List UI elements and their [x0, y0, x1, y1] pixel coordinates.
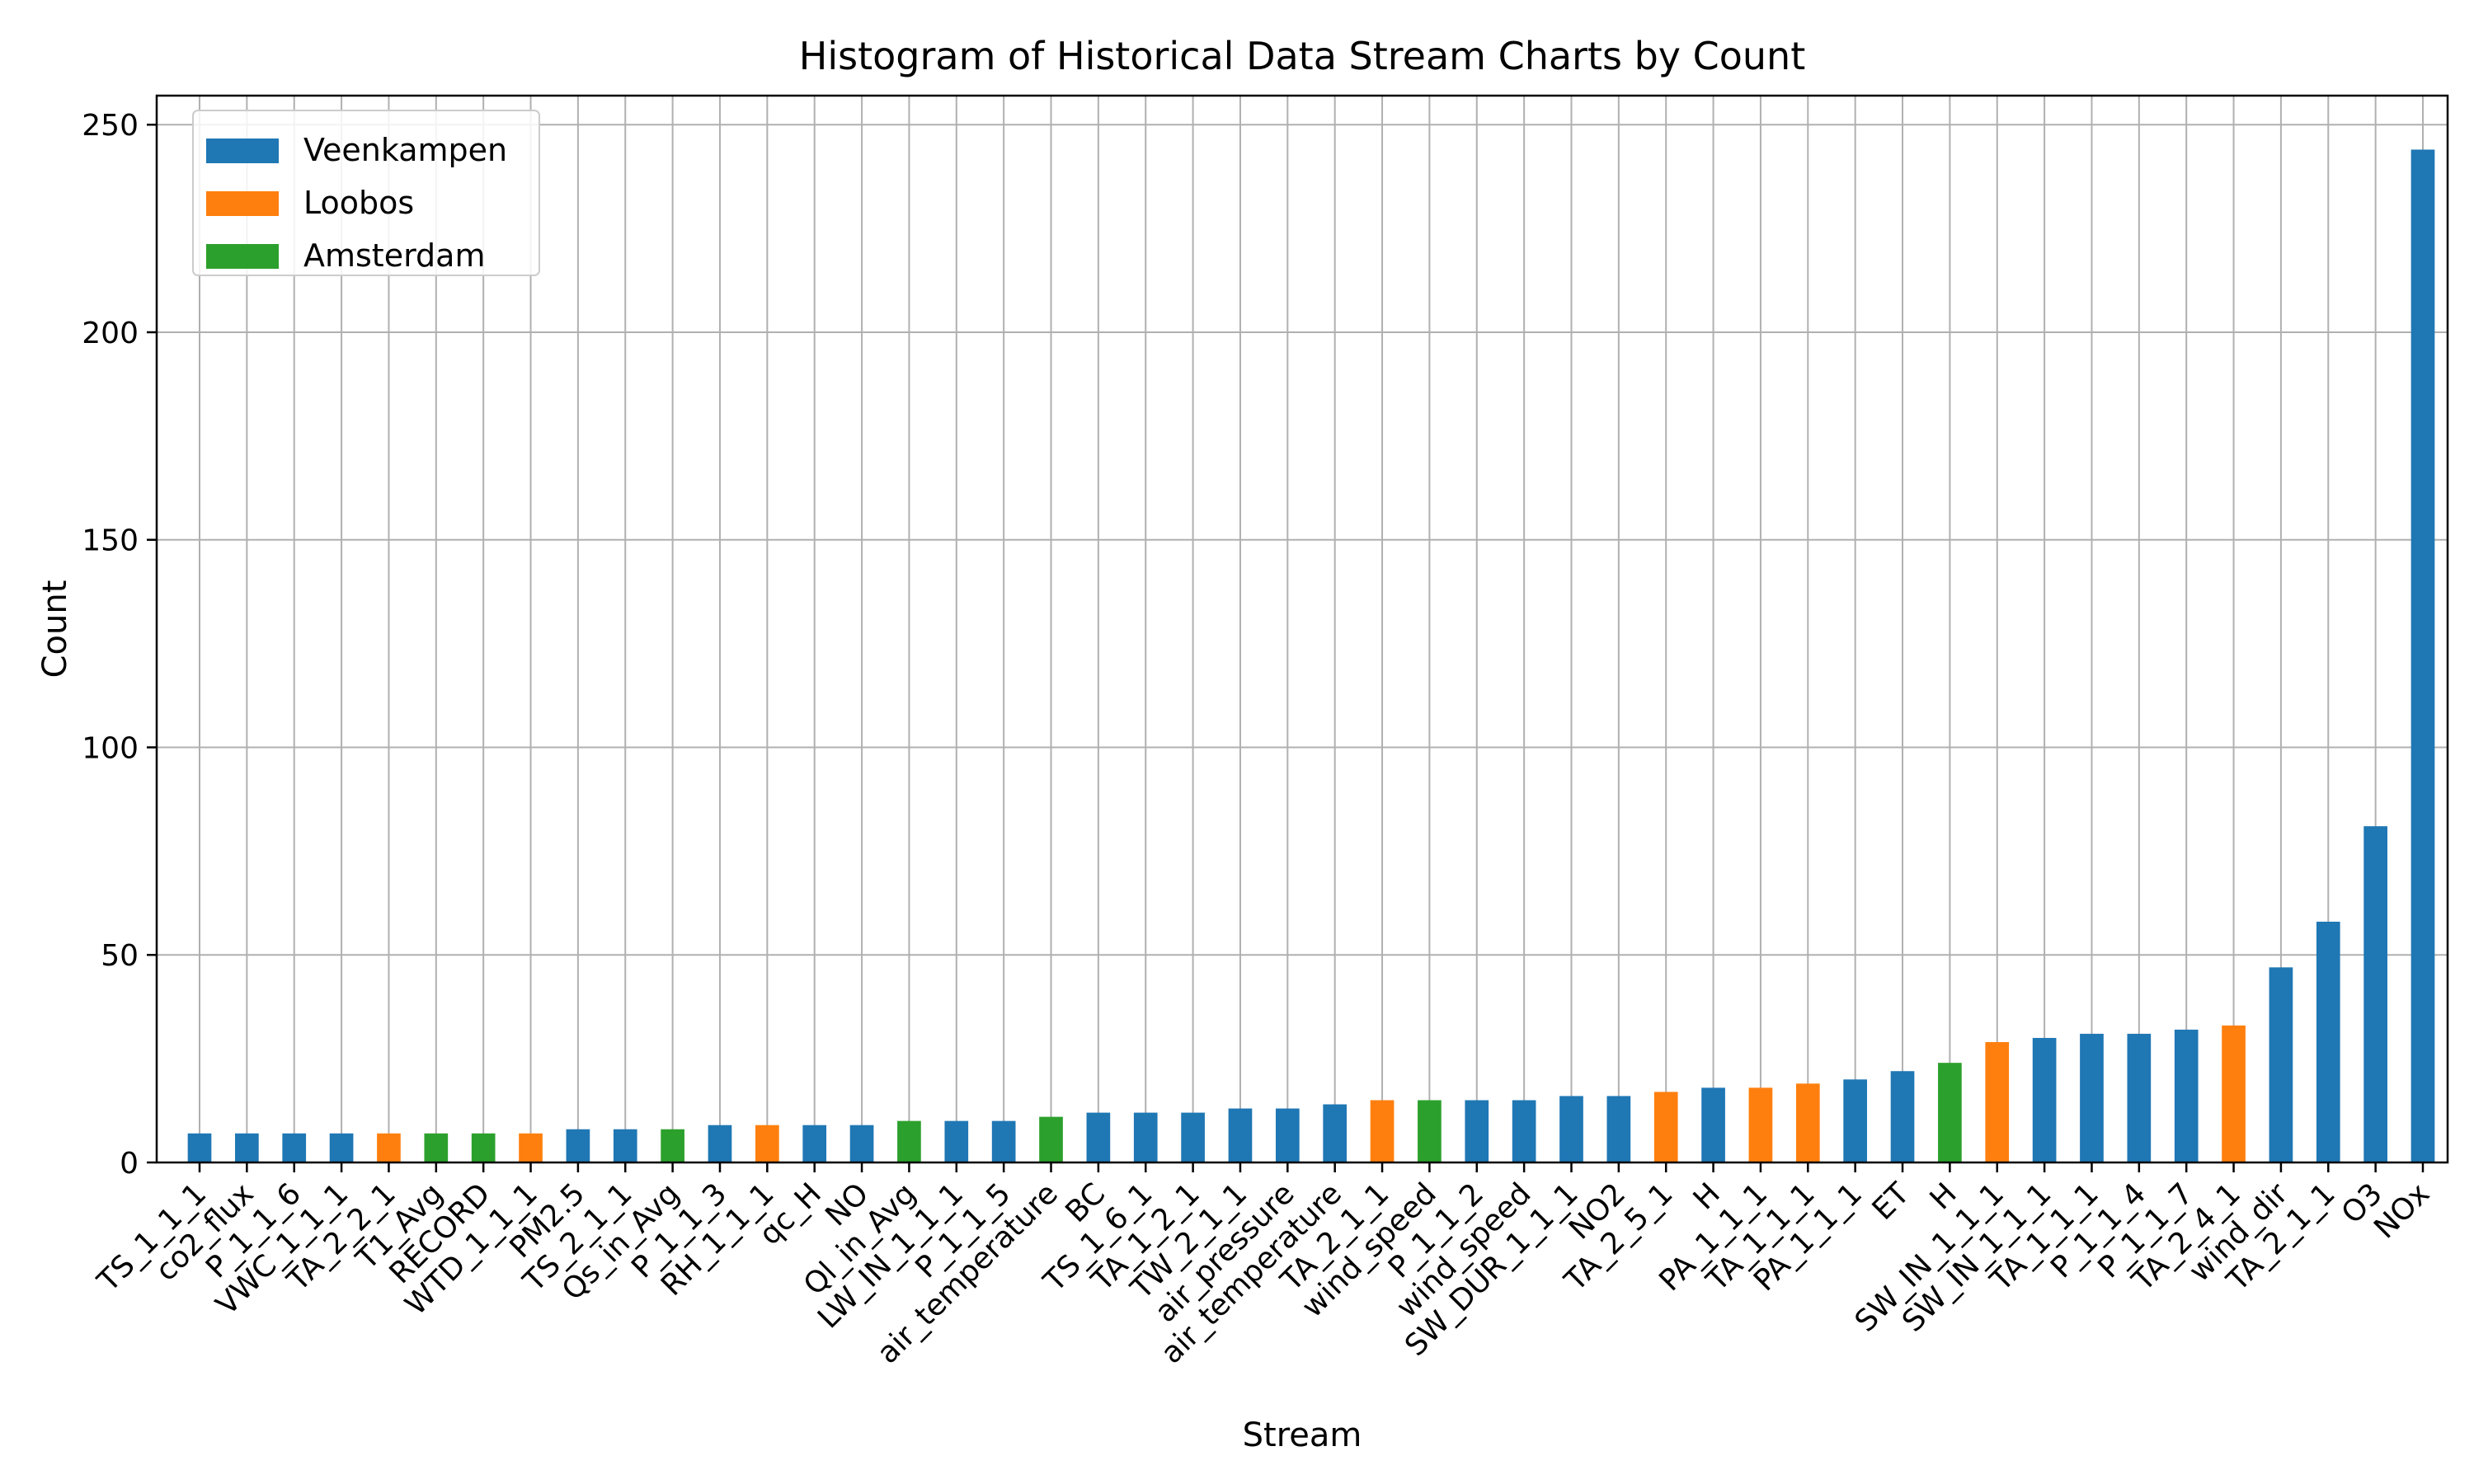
legend-swatch	[206, 191, 279, 216]
bar	[1418, 1100, 1442, 1162]
bar	[1181, 1112, 1205, 1162]
y-tick-label: 100	[82, 731, 139, 765]
bar	[1559, 1096, 1583, 1162]
legend-swatch	[206, 244, 279, 269]
bar	[1039, 1116, 1063, 1162]
bar	[2080, 1033, 2104, 1162]
bar	[424, 1133, 449, 1162]
legend-frame	[192, 110, 540, 276]
bar	[2222, 1025, 2246, 1162]
bar	[329, 1133, 354, 1162]
bar	[755, 1125, 779, 1162]
legend-label: Veenkampen	[303, 132, 507, 168]
bar	[661, 1129, 684, 1162]
bar	[1938, 1063, 1962, 1162]
bar	[1748, 1087, 1773, 1162]
bar	[708, 1125, 732, 1162]
bar	[1890, 1071, 1915, 1162]
bar	[1086, 1112, 1111, 1162]
bar	[897, 1120, 921, 1162]
y-tick-label: 0	[120, 1147, 139, 1181]
bars	[187, 149, 2435, 1163]
bar	[1795, 1083, 1820, 1162]
bar	[2316, 921, 2340, 1162]
bar	[1275, 1108, 1300, 1162]
bar	[613, 1129, 637, 1162]
bar	[1323, 1104, 1348, 1162]
y-tick-label: 50	[101, 939, 139, 973]
y-tick-label: 250	[82, 109, 139, 143]
bar	[2032, 1037, 2057, 1162]
bar	[849, 1125, 874, 1162]
bar	[1653, 1092, 1678, 1162]
legend-label: Loobos	[303, 185, 414, 221]
legend: Veenkampen Loobos Amsterdam	[192, 110, 540, 276]
chart-title: Histogram of Historical Data Stream Char…	[799, 34, 1805, 78]
bar	[944, 1120, 969, 1162]
bar	[2269, 967, 2293, 1162]
legend-swatch	[206, 139, 279, 163]
bar	[519, 1133, 543, 1162]
bar	[991, 1120, 1016, 1162]
bar	[1370, 1100, 1395, 1162]
bar	[566, 1129, 590, 1162]
bar	[2174, 1029, 2199, 1162]
y-tick-label: 200	[82, 317, 139, 350]
bar	[187, 1133, 212, 1162]
bar	[1843, 1079, 1867, 1162]
plot-frame	[155, 94, 2449, 1164]
bar	[235, 1133, 259, 1162]
bar	[2363, 826, 2387, 1162]
y-tick-label: 150	[82, 524, 139, 558]
bar	[1606, 1096, 1631, 1162]
bar	[1985, 1041, 2010, 1162]
bar	[1701, 1087, 1725, 1162]
y-axis-label: Count	[36, 580, 74, 679]
y-axis-ticks: 0 50 100 150 200 250	[82, 109, 157, 1181]
bar	[1465, 1100, 1489, 1162]
bar	[1512, 1100, 1536, 1162]
bar	[377, 1133, 401, 1162]
x-axis-label: Stream	[1243, 1416, 1362, 1454]
bar	[471, 1133, 496, 1162]
legend-label: Amsterdam	[303, 237, 485, 274]
bar	[282, 1133, 307, 1162]
bar	[2127, 1033, 2152, 1162]
bar	[1133, 1112, 1158, 1162]
bar	[802, 1125, 827, 1162]
bar	[1228, 1108, 1253, 1162]
bar	[2411, 149, 2435, 1163]
